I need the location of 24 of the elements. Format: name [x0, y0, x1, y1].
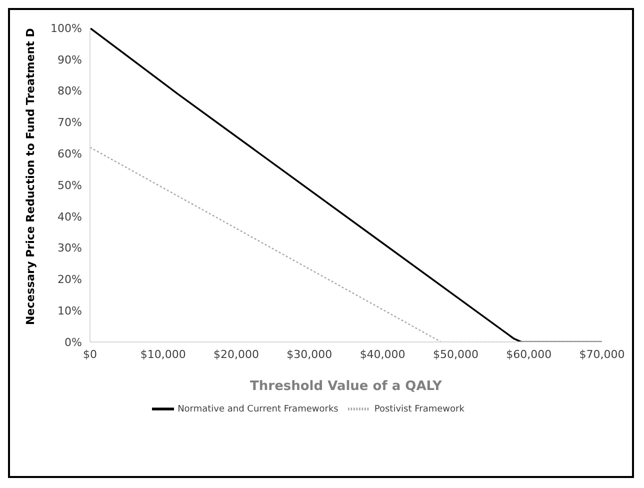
y-tick-label: 30%	[58, 242, 82, 255]
x-tick-label: $40,000	[360, 348, 406, 361]
y-tick-label: 50%	[58, 178, 82, 192]
y-tick-label: 60%	[58, 148, 82, 161]
y-tick-label: 0%	[64, 336, 82, 349]
legend-label: Normative and Current Frameworks	[178, 404, 338, 414]
line-series	[90, 28, 602, 342]
y-tick-label: 40%	[58, 210, 82, 224]
y-tick-label: 100%	[50, 22, 82, 35]
x-tick-label: $30,000	[286, 348, 332, 361]
x-tick-label: $70,000	[579, 348, 625, 361]
legend-label: Postivist Framework	[374, 404, 464, 414]
y-axis-title: Necessary Price Reduction to Fund Treatment D	[24, 28, 37, 325]
y-tick-label: 80%	[58, 84, 82, 98]
y-tick-label: 20%	[58, 273, 82, 286]
x-tick-label: $20,000	[214, 348, 260, 361]
x-tick-label: $50,000	[432, 348, 478, 361]
y-tick-label: 70%	[58, 116, 82, 130]
x-tick-label: $0	[83, 348, 97, 361]
x-tick-label: $10,000	[140, 348, 186, 361]
y-tick-label: 90%	[58, 53, 82, 66]
y-tick-label: 10%	[58, 304, 82, 318]
x-axis-title: Threshold Value of a QALY	[250, 379, 443, 394]
x-tick-label: $60,000	[506, 348, 552, 361]
